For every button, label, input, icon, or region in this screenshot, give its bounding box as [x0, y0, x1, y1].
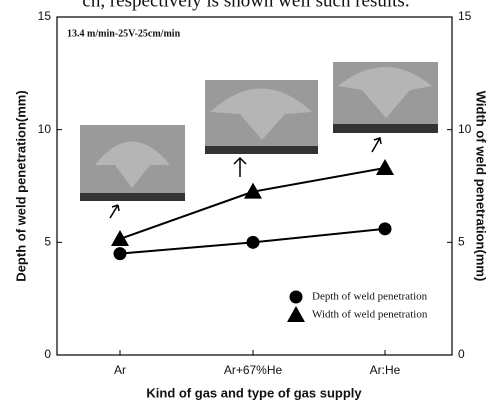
y-tick-label: 5: [44, 235, 51, 249]
circle-marker: [379, 222, 392, 235]
x-axis-label: Kind of gas and type of gas supply: [146, 385, 362, 400]
circle-marker: [290, 291, 303, 304]
x-tick-label: Ar+67%He: [224, 363, 283, 377]
y-tick-label: 15: [38, 9, 52, 23]
y2-tick-label: 0: [458, 347, 465, 361]
x-tick-label: Ar:He: [370, 363, 401, 377]
y2-tick-label: 5: [458, 235, 465, 249]
y2-tick-label: 10: [458, 122, 472, 136]
x-tick-label: Ar: [114, 363, 126, 377]
triangle-marker: [287, 306, 305, 322]
photo-scale: [80, 193, 185, 201]
annotation: 13.4 m/min-25V-25cm/min: [67, 28, 181, 39]
y2-axis-label: Width of weld penetration(mm): [474, 91, 489, 282]
y2-tick-label: 15: [458, 9, 472, 23]
arrow: [110, 205, 119, 218]
y-tick-label: 10: [38, 122, 52, 136]
triangle-marker: [376, 159, 394, 175]
arrow: [234, 158, 246, 177]
legend-label: Depth of weld penetration: [312, 291, 428, 303]
legend-label: Width of weld penetration: [312, 309, 428, 321]
circle-marker: [114, 247, 127, 260]
page-text: ch, respectively is shown well such resu…: [82, 0, 409, 11]
photo-scale: [205, 146, 318, 154]
chart: ch, respectively is shown well such resu…: [0, 0, 492, 405]
y-axis-label: Depth of weld penetration(mm): [13, 90, 28, 281]
y-tick-label: 0: [44, 347, 51, 361]
arrow: [372, 138, 381, 152]
circle-marker: [247, 236, 260, 249]
triangle-marker: [111, 230, 129, 246]
photo-scale: [333, 124, 438, 133]
